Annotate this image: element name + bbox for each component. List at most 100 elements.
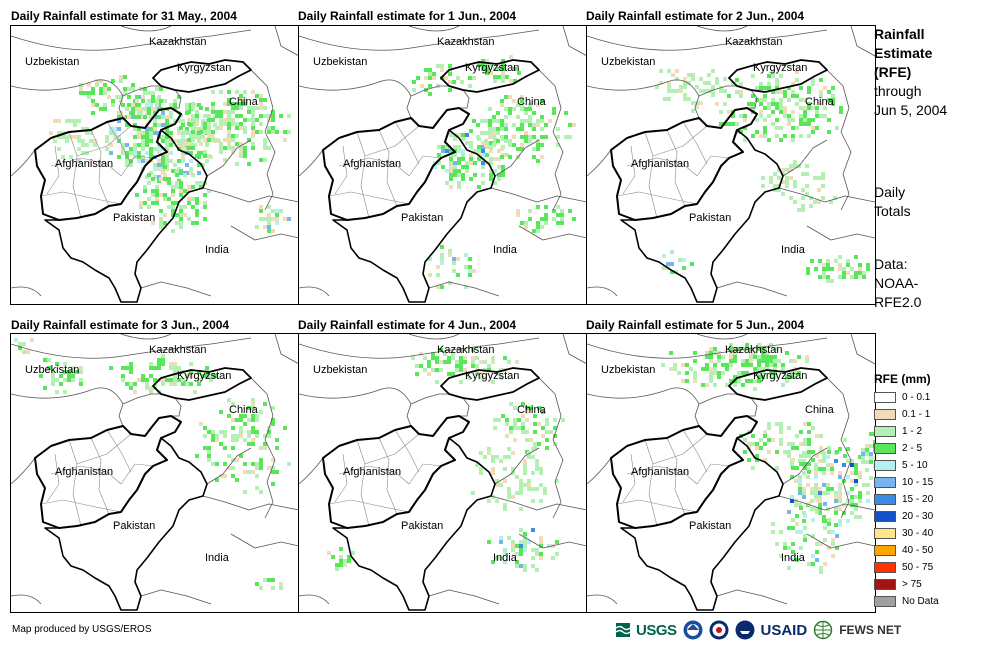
rainfall-cell	[207, 138, 211, 142]
rainfall-cell	[731, 114, 735, 118]
rainfall-cell	[869, 452, 873, 456]
rainfall-cell	[789, 196, 793, 200]
rainfall-cell	[267, 430, 271, 434]
rainfall-cell	[769, 343, 773, 347]
rainfall-cell	[533, 422, 537, 426]
rainfall-cell	[699, 89, 703, 93]
rainfall-cell	[125, 123, 129, 127]
rainfall-cell	[129, 159, 133, 163]
rainfall-cell	[121, 103, 125, 107]
rainfall-cell	[791, 526, 795, 530]
rainfall-cell	[449, 133, 453, 137]
rainfall-cell	[175, 185, 179, 189]
rainfall-cell	[227, 118, 231, 122]
rainfall-cell	[121, 378, 125, 382]
rainfall-cell	[283, 426, 287, 430]
rainfall-cell	[512, 135, 516, 139]
rainfall-cell	[491, 467, 495, 471]
rainfall-cell	[183, 189, 187, 193]
rainfall-cell	[219, 122, 223, 126]
rainfall-cell	[497, 177, 501, 181]
rainfall-cell	[239, 146, 243, 150]
rainfall-cell	[541, 410, 545, 414]
rainfall-cell	[719, 89, 723, 93]
country-border	[587, 286, 618, 297]
rainfall-cell	[263, 578, 267, 582]
rainfall-cell	[117, 127, 121, 131]
legend-swatch	[874, 476, 896, 488]
rainfall-cell	[666, 262, 670, 266]
rainfall-cell	[235, 134, 239, 138]
rainfall-cell	[47, 358, 51, 362]
rainfall-cell	[71, 366, 75, 370]
rainfall-cell	[439, 360, 443, 364]
rainfall-cell	[791, 134, 795, 138]
rainfall-cell	[765, 351, 769, 355]
usgs-wave-icon	[616, 623, 630, 637]
rainfall-cell	[540, 99, 544, 103]
rainfall-cell	[223, 102, 227, 106]
rainfall-cell	[783, 90, 787, 94]
rainfall-cell	[113, 127, 117, 131]
rainfall-cell	[79, 366, 83, 370]
rainfall-cell	[259, 458, 263, 462]
rainfall-cell	[815, 510, 819, 514]
rainfall-cell	[839, 106, 843, 110]
rainfall-cell	[761, 367, 765, 371]
rainfall-cell	[171, 229, 175, 233]
rainfall-cell	[669, 367, 673, 371]
rainfall-cell	[219, 110, 223, 114]
rainfall-cell	[271, 229, 275, 233]
rainfall-cell	[729, 351, 733, 355]
rainfall-cell	[79, 87, 83, 91]
rainfall-cell	[831, 530, 835, 534]
rainfall-cell	[717, 359, 721, 363]
rainfall-cell	[197, 382, 201, 386]
rainfall-cell	[275, 213, 279, 217]
rainfall-cell	[61, 135, 65, 139]
rainfall-cells	[14, 338, 291, 590]
rainfall-cell	[147, 111, 151, 115]
rainfall-cell	[759, 110, 763, 114]
rainfall-cell	[520, 99, 524, 103]
rainfall-cell	[761, 184, 765, 188]
rainfall-cell	[493, 67, 497, 71]
rainfall-cell	[39, 374, 43, 378]
rainfall-cell	[721, 371, 725, 375]
rainfall-cell	[493, 75, 497, 79]
rainfall-cell	[503, 560, 507, 564]
rainfall-cell	[846, 475, 850, 479]
rainfall-cell	[177, 131, 181, 135]
rainfall-cell	[807, 502, 811, 506]
country-label-afghanistan: Afghanistan	[55, 158, 114, 170]
rainfall-cell	[231, 150, 235, 154]
rainfall-cell	[803, 438, 807, 442]
rainfall-cell	[259, 98, 263, 102]
rainfall-cell	[504, 127, 508, 131]
rainfall-cell	[759, 86, 763, 90]
rainfall-cell	[231, 466, 235, 470]
rainfall-cell	[500, 103, 504, 107]
rainfall-cell	[797, 208, 801, 212]
side-title-line-1: Rainfall	[874, 26, 925, 42]
rainfall-cell	[799, 546, 803, 550]
rainfall-cell	[795, 102, 799, 106]
rainfall-cell	[161, 123, 165, 127]
rainfall-cell	[821, 176, 825, 180]
rainfall-cell	[779, 98, 783, 102]
rainfall-cell	[91, 99, 95, 103]
rainfall-cell	[513, 418, 517, 422]
rainfall-cell	[767, 82, 771, 86]
rainfall-cell	[838, 471, 842, 475]
rainfall-cell	[231, 446, 235, 450]
country-border	[11, 594, 42, 605]
country-label-pakistan: Pakistan	[113, 212, 156, 224]
rainfall-cell	[443, 360, 447, 364]
rainfall-cell	[179, 217, 183, 221]
rainfall-cell	[504, 135, 508, 139]
rainfall-cell	[798, 491, 802, 495]
rainfall-cell	[235, 478, 239, 482]
rainfall-cell	[507, 360, 511, 364]
rainfall-cell	[831, 538, 835, 542]
rainfall-cell	[275, 209, 279, 213]
